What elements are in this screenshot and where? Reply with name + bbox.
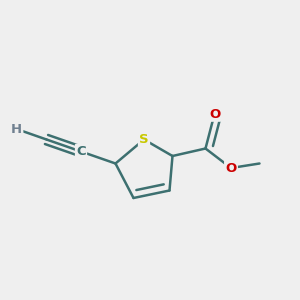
Text: O: O xyxy=(225,161,237,175)
Text: H: H xyxy=(11,122,22,136)
Text: S: S xyxy=(139,133,149,146)
Text: C: C xyxy=(76,145,86,158)
Text: O: O xyxy=(209,107,220,121)
